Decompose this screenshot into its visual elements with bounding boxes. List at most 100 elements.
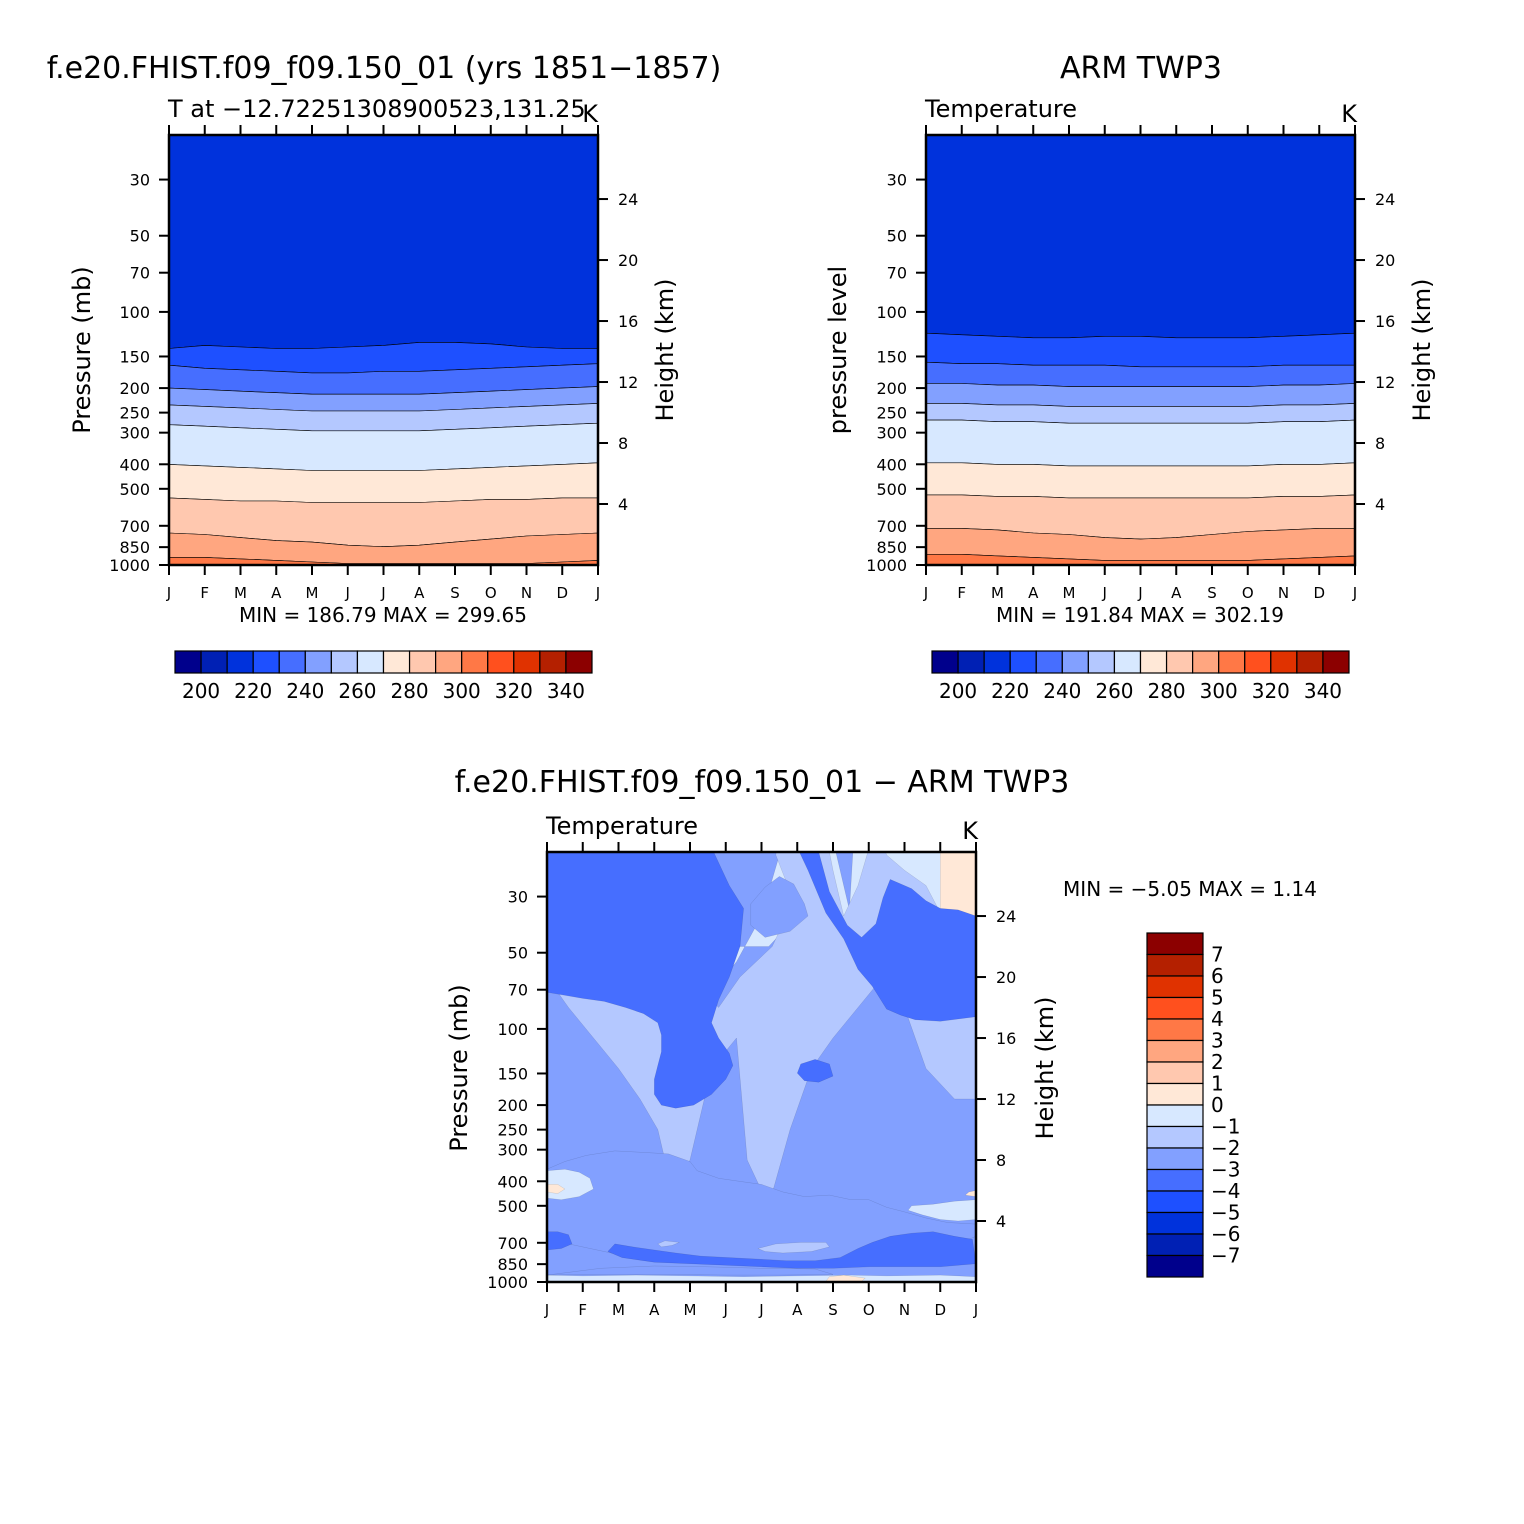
colorbar-label: 280 — [390, 679, 428, 703]
contour-patch-9 — [547, 1231, 573, 1251]
colorbar-box — [1146, 1018, 1204, 1042]
colorbar-box — [1146, 1039, 1204, 1063]
pressure-tick-label: 70 — [887, 264, 907, 283]
pressure-tick-label: 700 — [119, 517, 150, 536]
height-tick-label: 8 — [1375, 434, 1385, 453]
colorbar-box — [1146, 1190, 1204, 1214]
panel-diff-units: K — [962, 817, 979, 845]
x-tick-label: O — [863, 1301, 875, 1319]
colorbar-box — [1139, 650, 1168, 674]
contour-band-11 — [169, 557, 598, 565]
colorbar-label: 340 — [547, 679, 585, 703]
colorbar-box — [1322, 650, 1350, 674]
contour-band-7 — [926, 419, 1355, 467]
x-tick-label: F — [200, 584, 209, 602]
panel-obs-minmax: MIN = 191.84 MAX = 302.19 — [996, 603, 1284, 627]
colorbar-box — [1296, 650, 1324, 674]
colorbar-label: 320 — [1252, 679, 1290, 703]
height-tick-label: 4 — [996, 1212, 1006, 1231]
colorbar-box — [1146, 975, 1204, 999]
colorbar-box — [931, 650, 959, 674]
x-tick-label: A — [1171, 584, 1182, 602]
x-tick-label: A — [1028, 584, 1039, 602]
colorbar-box — [1146, 1233, 1204, 1257]
contour-patch-7 — [750, 876, 809, 938]
x-tick-label: M — [991, 584, 1004, 602]
height-tick-label: 12 — [996, 1090, 1016, 1109]
x-tick-label: J — [923, 584, 928, 602]
panel-obs-title: ARM TWP3 — [1060, 51, 1222, 86]
contour-band-6 — [926, 403, 1355, 424]
colorbar-obs: 200 220 240 260 280 300 320 340 — [931, 650, 1350, 703]
pressure-tick-label: 850 — [119, 538, 150, 557]
x-tick-label: S — [1207, 584, 1217, 602]
x-tick-label: D — [1313, 584, 1325, 602]
contour-patch-16 — [964, 1190, 976, 1197]
panel-obs-ylabel: pressure level — [824, 266, 852, 434]
panel-model-minmax: MIN = 186.79 MAX = 299.65 — [239, 603, 527, 627]
pressure-tick-label: 200 — [876, 379, 907, 398]
x-tick-label: A — [414, 584, 425, 602]
panel-diff-subtitle: Temperature — [545, 812, 698, 840]
panel-diff-plot — [547, 852, 976, 1282]
height-tick-label: 20 — [1375, 251, 1395, 270]
pressure-tick-label: 400 — [497, 1172, 528, 1191]
colorbar-label: 6 — [1211, 964, 1224, 988]
colorbar-label: 240 — [286, 679, 324, 703]
pressure-tick-label: 70 — [508, 981, 528, 1000]
pressure-tick-label: 1000 — [866, 556, 907, 575]
colorbar-label: 3 — [1211, 1029, 1224, 1053]
pressure-tick-label: 30 — [508, 888, 528, 907]
pressure-tick-label: 150 — [497, 1064, 528, 1083]
panel-diff: f.e20.FHIST.f09_f09.150_01 − ARM TWP3 Te… — [445, 765, 1317, 1319]
x-tick-label: J — [544, 1301, 549, 1319]
panel-diff-ylabel-right: Height (km) — [1031, 997, 1059, 1140]
height-tick-label: 4 — [1375, 495, 1385, 514]
colorbar-box — [278, 650, 306, 674]
pressure-tick-label: 850 — [497, 1255, 528, 1274]
colorbar-label: 320 — [495, 679, 533, 703]
colorbar-label: 7 — [1211, 943, 1224, 967]
height-tick-label: 16 — [996, 1029, 1016, 1048]
colorbar-label: 240 — [1043, 679, 1081, 703]
pressure-tick-label: 50 — [130, 227, 150, 246]
colorbar-label: −7 — [1211, 1244, 1240, 1268]
panel-model-subtitle: T at −12.72251308900523,131.25 — [167, 95, 586, 123]
contour-band-1 — [169, 0, 598, 16]
colorbar-box — [1087, 650, 1116, 674]
x-tick-label: D — [556, 584, 568, 602]
panel-obs-ylabel-right: Height (km) — [1408, 279, 1436, 422]
colorbar-box — [330, 650, 359, 674]
x-tick-label: J — [723, 1301, 728, 1319]
colorbar-label: −4 — [1211, 1179, 1240, 1203]
pressure-tick-label: 70 — [130, 264, 150, 283]
x-tick-label: F — [578, 1301, 587, 1319]
colorbar-label: 5 — [1211, 986, 1224, 1010]
colorbar-box — [1146, 1147, 1204, 1171]
colorbar-box — [461, 650, 489, 674]
colorbar-label: −1 — [1211, 1115, 1240, 1139]
x-tick-label: J — [1352, 584, 1357, 602]
x-tick-label: J — [345, 584, 350, 602]
height-tick-label: 24 — [996, 907, 1016, 926]
contour-band-11 — [926, 553, 1355, 565]
colorbar-box — [565, 650, 593, 674]
pressure-tick-label: 300 — [876, 424, 907, 443]
height-tick-label: 20 — [996, 968, 1016, 987]
contour-patch-6 — [797, 1059, 834, 1083]
pressure-tick-label: 1000 — [109, 556, 150, 575]
height-tick-label: 20 — [618, 251, 638, 270]
panel-diff-title: f.e20.FHIST.f09_f09.150_01 − ARM TWP3 — [455, 765, 1070, 800]
colorbar-box — [174, 650, 202, 674]
colorbar-box — [408, 650, 437, 674]
colorbar-label: −5 — [1211, 1201, 1240, 1225]
pressure-tick-label: 500 — [497, 1197, 528, 1216]
colorbar-box — [983, 650, 1011, 674]
x-tick-label: S — [450, 584, 460, 602]
contour-patch-10 — [607, 1231, 976, 1269]
panel-diff-minmax: MIN = −5.05 MAX = 1.14 — [1063, 877, 1317, 901]
colorbar-box — [382, 650, 411, 674]
